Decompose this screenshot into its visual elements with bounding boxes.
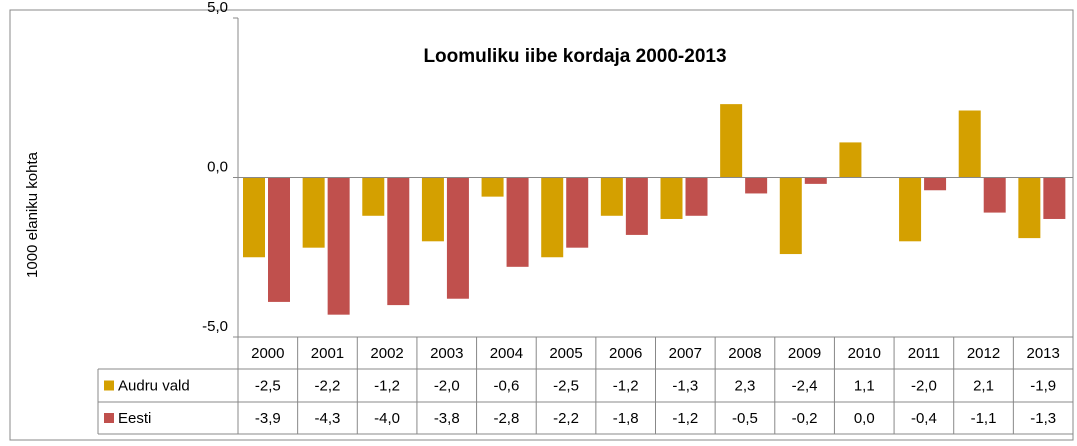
x-tick-label: 2009 [788,345,821,362]
table-value: 2,1 [973,377,994,394]
bar [1018,177,1041,239]
x-tick-label: 2002 [370,345,403,362]
x-tick-label: 2007 [669,345,702,362]
table-value: -2,5 [255,377,281,394]
bar [387,177,410,306]
table-value: -2,8 [493,410,519,427]
bar [268,177,290,302]
table-value: -1,3 [1030,410,1056,427]
table-value: -1,2 [672,410,698,427]
bar [924,177,947,191]
bar [506,177,529,267]
table-value: -2,0 [434,377,460,394]
x-tick-label: 2006 [609,345,642,362]
table-value: -2,0 [911,377,937,394]
x-tick-label: 2000 [251,345,284,362]
bar [327,177,350,315]
table-value: -1,8 [613,410,639,427]
table-value: -2,2 [315,377,341,394]
bar [720,104,743,178]
x-tick-label: 2004 [490,345,523,362]
chart-title: Loomuliku iibe kordaja 2000-2013 [423,46,726,67]
bar [779,177,802,255]
y-tick-label: -5,0 [202,318,228,335]
x-tick-label: 2005 [549,345,582,362]
bar [685,177,708,216]
bar [600,177,623,216]
table-value: -4,3 [315,410,341,427]
bar [660,177,683,219]
bar [983,177,1006,213]
y-tick-label: 5,0 [207,0,228,16]
table-value: -4,0 [374,410,400,427]
bar [481,177,504,197]
chart-frame [9,9,1074,441]
table-value: -3,8 [434,410,460,427]
table-value: -0,2 [792,410,818,427]
bar [958,110,981,178]
x-tick-label: 2003 [430,345,463,362]
y-tick-label: 0,0 [207,158,228,175]
bar [839,142,862,178]
bar [243,177,265,258]
bar [625,177,648,235]
x-tick-label: 2013 [1026,345,1059,362]
bar [1043,177,1066,219]
table-value: 0,0 [854,410,875,427]
bar [421,177,444,242]
table-value: -1,3 [672,377,698,394]
bar [446,177,469,299]
table-value: -2,5 [553,377,579,394]
table-value: -1,2 [613,377,639,394]
legend-label: Eesti [118,410,151,427]
bar [302,177,325,248]
bar [541,177,564,258]
x-tick-label: 2011 [908,345,940,362]
bar [899,177,922,242]
legend-label: Audru vald [118,377,190,394]
x-tick-label: 2008 [728,345,761,362]
table-value: -3,9 [255,410,281,427]
bar [745,177,768,194]
table-value: 1,1 [854,377,875,394]
table-value: -1,1 [971,410,997,427]
bar [804,177,827,184]
table-value: 2,3 [735,377,756,394]
x-tick-label: 2010 [848,345,881,362]
table-value: -0,4 [911,410,937,427]
legend-swatch [104,380,114,391]
bar [362,177,385,216]
legend-swatch [104,413,114,423]
table-value: -2,2 [553,410,579,427]
table-value: -2,4 [792,377,818,394]
table-value: -1,2 [374,377,400,394]
table-value: -0,5 [732,410,758,427]
bar [566,177,589,248]
x-tick-label: 2012 [967,345,1000,362]
table-value: -0,6 [493,377,519,394]
x-tick-label: 2001 [311,345,344,362]
table-value: -1,9 [1030,377,1056,394]
y-axis-label: 1000 elaniku kohta [24,151,41,278]
